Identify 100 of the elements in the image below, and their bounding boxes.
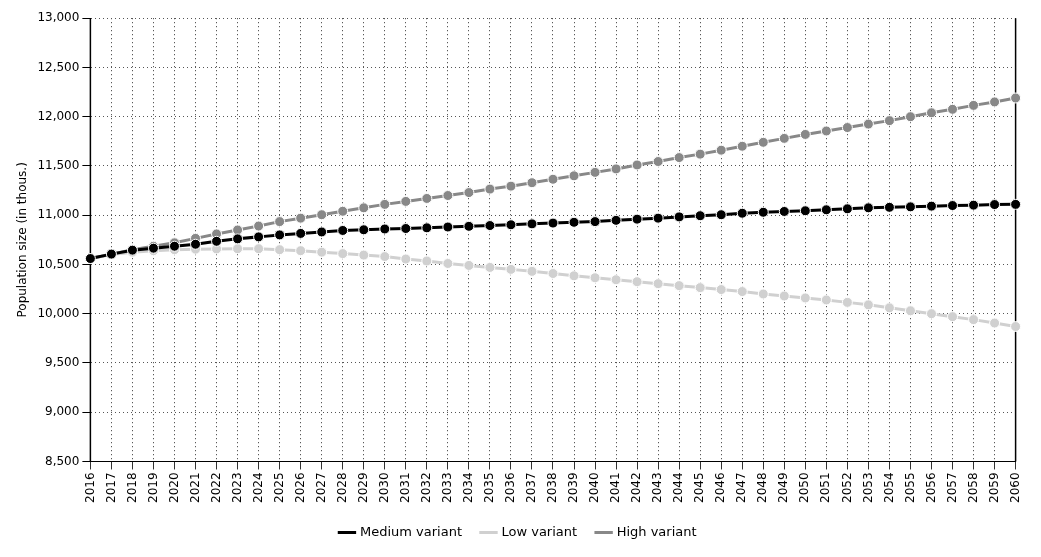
point [652, 212, 664, 224]
point [568, 270, 580, 282]
x-tick-label: 2058 [965, 472, 980, 504]
point [400, 253, 412, 265]
x-tick-label: 2041 [608, 472, 623, 504]
point [295, 227, 307, 239]
point [337, 248, 349, 260]
point [883, 115, 895, 127]
point [295, 245, 307, 257]
point [274, 216, 286, 228]
point [883, 201, 895, 213]
x-tick-label: 2046 [713, 472, 728, 504]
x-tick-label: 2043 [650, 472, 665, 504]
y-tick-label: 11,500 [37, 158, 80, 173]
x-tick-label: 2052 [839, 472, 854, 504]
point [190, 238, 202, 250]
point [547, 217, 559, 229]
x-tick-label: 2025 [271, 472, 286, 504]
x-tick-label: 2030 [376, 472, 391, 504]
y-tick-label: 13,000 [37, 10, 80, 25]
point [589, 216, 601, 228]
point [316, 246, 328, 258]
point [253, 220, 265, 232]
point [968, 314, 980, 326]
point [757, 206, 769, 218]
point [631, 276, 643, 288]
point [989, 199, 1001, 211]
point [673, 211, 685, 223]
x-tick-label: 2049 [776, 472, 791, 504]
point [715, 209, 727, 221]
point [673, 152, 685, 164]
point [673, 280, 685, 292]
point [358, 224, 370, 236]
point [274, 229, 286, 241]
y-tick-label: 9,500 [45, 355, 80, 370]
x-tick-label: 2018 [124, 472, 139, 504]
point [904, 305, 916, 317]
y-tick-label: 12,500 [37, 59, 80, 74]
point [337, 224, 349, 236]
y-tick-label: 11,000 [37, 207, 80, 222]
x-tick-label: 2050 [797, 472, 812, 504]
x-tick-label: 2040 [587, 472, 602, 504]
point [253, 243, 265, 255]
y-tick-label: 10,500 [37, 256, 80, 271]
point [400, 195, 412, 207]
x-tick-label: 2023 [229, 472, 244, 504]
point [358, 202, 370, 214]
point [820, 294, 832, 306]
y-tick-label: 12,000 [37, 108, 80, 123]
point [715, 144, 727, 156]
point [442, 221, 454, 233]
point [463, 220, 475, 232]
point [694, 148, 706, 160]
point [484, 220, 496, 232]
point [841, 296, 853, 308]
point [904, 111, 916, 123]
x-tick-label: 2027 [313, 472, 328, 504]
point [505, 219, 517, 231]
point [841, 203, 853, 215]
point [736, 207, 748, 219]
y-axis-title: Population size (in thous.) [15, 162, 30, 318]
point [337, 205, 349, 217]
point [778, 132, 790, 144]
point [526, 218, 538, 230]
x-tick-label: 2056 [923, 472, 938, 504]
point [232, 243, 244, 255]
x-tick-label: 2057 [944, 472, 959, 504]
x-tick-label: 2059 [986, 472, 1001, 504]
point [295, 212, 307, 224]
point [841, 122, 853, 134]
point [526, 265, 538, 277]
point [568, 216, 580, 228]
point [610, 214, 622, 226]
x-tick-label: 2045 [692, 472, 707, 504]
point [421, 255, 433, 267]
x-tick-label: 2021 [187, 472, 202, 504]
point [484, 261, 496, 273]
point [968, 99, 980, 111]
point [379, 198, 391, 210]
point [778, 290, 790, 302]
point [947, 200, 959, 212]
point [862, 202, 874, 214]
x-tick-label: 2044 [671, 472, 686, 504]
point [736, 140, 748, 152]
point [526, 177, 538, 189]
point [883, 302, 895, 314]
point [925, 107, 937, 119]
x-tick-label: 2036 [503, 472, 518, 504]
point [1010, 92, 1022, 104]
point [820, 204, 832, 216]
point [589, 272, 601, 284]
x-tick-label: 2039 [566, 472, 581, 504]
x-tick-label: 2032 [418, 472, 433, 504]
x-tick-label: 2051 [818, 472, 833, 504]
y-tick-label: 8,500 [45, 453, 80, 468]
x-tick-label: 2020 [166, 472, 181, 504]
point [610, 274, 622, 286]
point [968, 199, 980, 211]
point [694, 210, 706, 222]
y-tick-label: 9,000 [45, 404, 80, 419]
